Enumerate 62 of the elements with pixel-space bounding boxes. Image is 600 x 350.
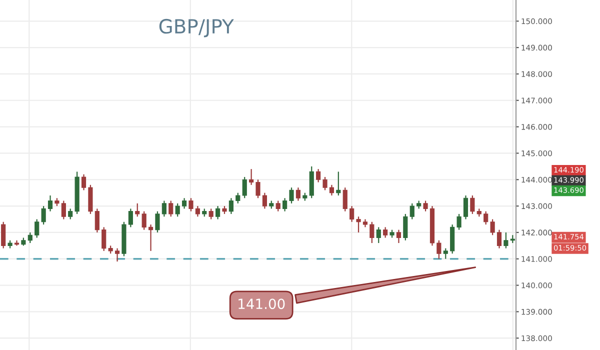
candlestick — [188, 198, 194, 212]
candlestick — [463, 194, 468, 220]
candlestick — [490, 218, 495, 236]
candlestick — [155, 210, 160, 234]
candlestick — [242, 176, 247, 199]
candlestick — [88, 184, 93, 215]
candlestick — [456, 213, 462, 230]
candlestick — [329, 184, 334, 196]
candlestick — [443, 248, 448, 260]
candlestick — [309, 166, 314, 199]
candlestick — [296, 186, 300, 202]
candlestick — [114, 248, 120, 262]
text: GBP/JPY — [159, 18, 234, 38]
candlestick — [61, 200, 66, 220]
candlestick — [276, 200, 280, 212]
candlestick — [228, 198, 234, 215]
candlestick — [316, 168, 321, 183]
candlestick — [356, 216, 361, 234]
candlestick — [282, 198, 288, 212]
candlestick — [403, 213, 408, 241]
annotation: 141.00 — [238, 298, 285, 310]
candlestick — [450, 224, 455, 254]
candlestick — [135, 202, 140, 218]
candlestick — [68, 208, 73, 220]
candlestick — [370, 221, 374, 244]
candlestick — [410, 202, 414, 220]
candlestick — [484, 210, 488, 226]
candlestick — [436, 240, 442, 260]
candlestick — [208, 208, 214, 220]
candlestick — [182, 198, 187, 210]
candlestick — [423, 200, 428, 212]
candlestick — [376, 226, 381, 244]
candlestick — [41, 205, 46, 226]
candlestick — [102, 226, 106, 252]
candlestick — [383, 226, 388, 238]
candlestick — [350, 205, 354, 222]
candlestick — [175, 202, 180, 218]
candlestick — [48, 194, 53, 212]
candlestick — [168, 200, 174, 218]
candlestick — [236, 192, 240, 204]
candlestick — [496, 229, 502, 249]
candlestick — [336, 171, 341, 196]
candlestick — [249, 168, 254, 186]
candlestick — [322, 176, 328, 191]
candlestick — [148, 224, 154, 252]
candlestick — [162, 200, 166, 218]
candlestick — [34, 218, 40, 238]
candlestick — [94, 208, 100, 234]
candlestick — [256, 179, 260, 199]
candlestick — [195, 205, 200, 218]
candlestick — [470, 194, 475, 215]
candlestick — [216, 205, 220, 220]
candlestick — [1, 221, 6, 249]
candlestick — [342, 186, 348, 212]
candlestick — [142, 210, 146, 230]
candlestick — [81, 174, 86, 191]
candlestick — [289, 186, 294, 204]
candlestick — [262, 192, 267, 210]
candlestick — [396, 229, 402, 244]
candlestick — [28, 232, 32, 244]
candlestick — [128, 208, 133, 228]
candlestick — [504, 232, 508, 249]
